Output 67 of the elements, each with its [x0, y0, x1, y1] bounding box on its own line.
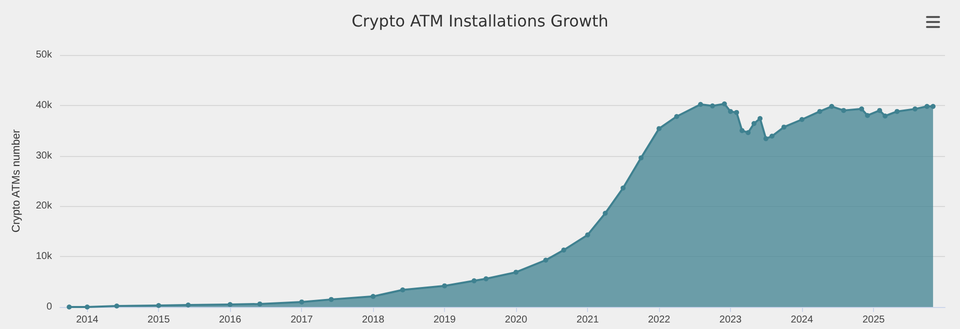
point: [543, 258, 548, 263]
point: [770, 134, 774, 139]
point: [228, 302, 233, 307]
point: [781, 124, 786, 130]
x-tick-label: 2020: [504, 314, 528, 326]
point: [859, 106, 864, 112]
point: [924, 104, 930, 109]
point: [877, 108, 882, 113]
x-tick-label: 2017: [290, 314, 314, 326]
point: [638, 155, 644, 160]
point: [514, 270, 519, 275]
point: [400, 287, 406, 292]
point: [882, 113, 888, 118]
point: [746, 130, 751, 136]
point: [829, 104, 834, 109]
point: [674, 114, 680, 119]
y-tick-label: 10k: [36, 251, 53, 262]
point: [817, 108, 822, 114]
point: [758, 116, 763, 122]
point: [912, 106, 918, 112]
x-tick-label: 2023: [719, 314, 742, 326]
point: [66, 304, 72, 310]
point: [156, 302, 162, 308]
y-tick-label: 0: [46, 302, 52, 312]
point: [894, 108, 900, 114]
point: [728, 108, 733, 114]
y-axis-title: Crypto ATMs number: [10, 129, 22, 233]
point: [484, 276, 489, 282]
point: [257, 301, 262, 306]
point: [841, 108, 846, 113]
point: [299, 299, 304, 304]
point: [751, 121, 756, 126]
point: [114, 303, 120, 308]
x-tick-label: 2022: [648, 314, 671, 326]
x-tick-label: 2015: [148, 314, 170, 326]
point: [186, 302, 191, 308]
point: [442, 283, 448, 288]
y-tick-label: 40k: [36, 100, 53, 111]
point: [799, 117, 804, 122]
x-tick-label: 2025: [862, 314, 886, 326]
x-tick-label: 2019: [433, 314, 456, 326]
y-tick-label: 30k: [36, 150, 53, 162]
point: [710, 103, 715, 108]
x-tick-label: 2018: [362, 314, 385, 326]
point: [602, 210, 608, 216]
point: [763, 136, 768, 142]
chart-title: Crypto ATM Installations Growth: [352, 12, 608, 30]
point: [734, 110, 740, 115]
point: [84, 304, 90, 310]
point: [930, 104, 936, 109]
point: [656, 126, 662, 132]
point: [740, 128, 745, 134]
point: [472, 278, 477, 284]
x-tick-label: 2024: [790, 314, 814, 326]
point: [698, 102, 704, 107]
point: [328, 296, 334, 302]
x-tick-label: 2016: [218, 314, 242, 326]
y-tick-label: 20k: [36, 200, 53, 212]
point: [722, 101, 727, 106]
point: [865, 112, 870, 118]
point: [561, 248, 566, 253]
x-tick-label: 2021: [576, 314, 600, 326]
x-tick-label: 2014: [76, 314, 99, 326]
y-tick-label: 50k: [36, 50, 53, 60]
point: [370, 294, 376, 299]
point: [620, 186, 626, 191]
point: [585, 232, 590, 238]
